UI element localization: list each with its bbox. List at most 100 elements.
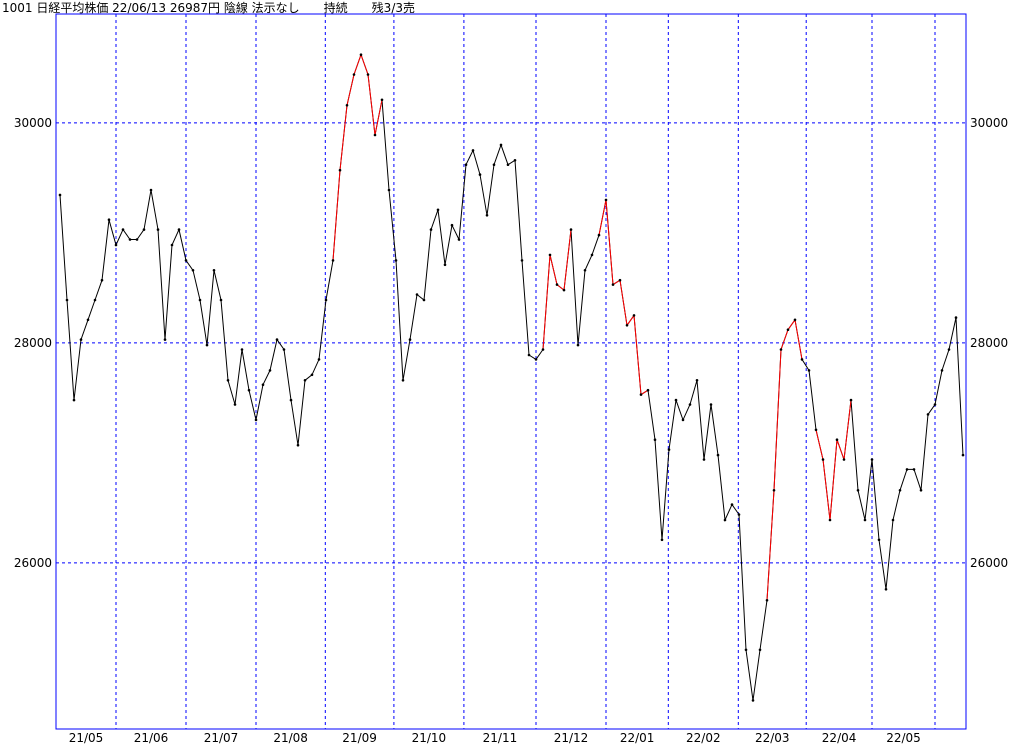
price-point: [961, 453, 965, 457]
signal-segment: [374, 99, 383, 136]
signal-segment: [605, 199, 614, 285]
x-tick-label: 22/04: [822, 731, 857, 745]
price-point: [758, 648, 762, 652]
price-point: [149, 188, 153, 192]
x-tick-label: 22/01: [620, 731, 655, 745]
price-point: [79, 338, 83, 341]
signal-segment: [360, 54, 369, 75]
x-tick-label: 21/07: [204, 731, 239, 745]
price-point: [723, 518, 727, 522]
price-point: [737, 513, 741, 516]
price-point: [646, 388, 650, 392]
signal-segment: [640, 389, 649, 396]
price-point: [667, 448, 671, 451]
price-point: [674, 398, 678, 402]
x-tick-label: 21/10: [412, 731, 447, 745]
price-point: [156, 228, 160, 231]
x-tick-label: 21/09: [342, 731, 377, 745]
price-point: [569, 228, 573, 231]
x-tick-label: 21/06: [134, 731, 169, 745]
price-point: [527, 353, 531, 357]
price-point: [933, 403, 937, 406]
price-point: [940, 369, 944, 372]
chart-title: 1001 日経平均株価 22/06/13 26987円 陰線 法示なし 持続 残…: [2, 0, 415, 15]
price-point: [289, 398, 293, 402]
price-point: [247, 388, 251, 392]
price-point: [793, 318, 797, 322]
price-point: [219, 298, 223, 302]
signal-segment: [549, 254, 558, 285]
price-point: [821, 458, 825, 461]
price-point: [352, 73, 356, 76]
price-point: [478, 173, 482, 176]
price-point: [800, 358, 804, 361]
price-point: [597, 233, 601, 237]
price-point: [779, 348, 783, 351]
signal-segment: [556, 284, 565, 291]
signal-segment: [766, 490, 775, 601]
price-point: [681, 418, 685, 422]
price-point: [842, 458, 846, 461]
price-point: [919, 489, 923, 492]
price-point: [226, 379, 230, 382]
price-point: [100, 278, 104, 282]
price-point: [954, 316, 958, 319]
price-point: [576, 343, 580, 347]
price-point: [884, 588, 888, 591]
price-point: [814, 428, 818, 432]
signal-segment: [563, 229, 572, 291]
price-point: [310, 373, 314, 377]
price-point: [338, 168, 342, 172]
price-point: [443, 263, 447, 267]
y-tick-label-right: 28000: [970, 336, 1008, 350]
signal-segment: [612, 279, 621, 286]
price-point: [583, 269, 587, 272]
price-point: [303, 379, 307, 382]
price-point: [618, 278, 622, 282]
price-point: [849, 398, 853, 402]
price-point: [233, 403, 237, 406]
x-tick-label: 21/12: [554, 731, 589, 745]
price-point: [590, 253, 594, 257]
price-point: [555, 283, 559, 286]
x-tick-label: 22/03: [755, 731, 790, 745]
signal-segment: [626, 315, 635, 326]
price-point: [198, 298, 202, 302]
price-point: [898, 489, 902, 492]
signal-segment: [332, 170, 341, 261]
price-point: [464, 163, 468, 166]
price-point: [660, 538, 664, 542]
signal-segment: [542, 254, 551, 350]
price-point: [632, 314, 636, 317]
price-point: [506, 163, 510, 166]
price-point: [205, 343, 209, 347]
price-point: [408, 338, 412, 341]
price-point: [863, 518, 867, 522]
price-point: [765, 599, 769, 602]
price-point: [107, 218, 111, 221]
price-point: [562, 288, 566, 292]
signal-segment: [780, 329, 789, 350]
signal-segment: [339, 105, 348, 171]
y-tick-label: 26000: [14, 556, 52, 570]
signal-segment: [598, 199, 607, 236]
x-tick-label: 21/08: [273, 731, 308, 745]
price-point: [135, 238, 139, 241]
price-point: [191, 269, 195, 272]
price-point: [415, 293, 419, 296]
price-point: [541, 348, 545, 351]
price-point: [744, 648, 748, 652]
price-point: [653, 438, 657, 442]
price-point: [709, 403, 713, 406]
price-point: [93, 298, 97, 302]
price-point: [828, 518, 832, 522]
price-point: [485, 214, 489, 217]
price-point: [142, 228, 146, 231]
price-point: [877, 538, 881, 542]
price-point: [688, 403, 692, 406]
price-point: [905, 468, 909, 471]
price-point: [772, 489, 776, 492]
signal-segment: [829, 439, 838, 521]
price-point: [695, 379, 699, 382]
price-point: [184, 259, 188, 262]
